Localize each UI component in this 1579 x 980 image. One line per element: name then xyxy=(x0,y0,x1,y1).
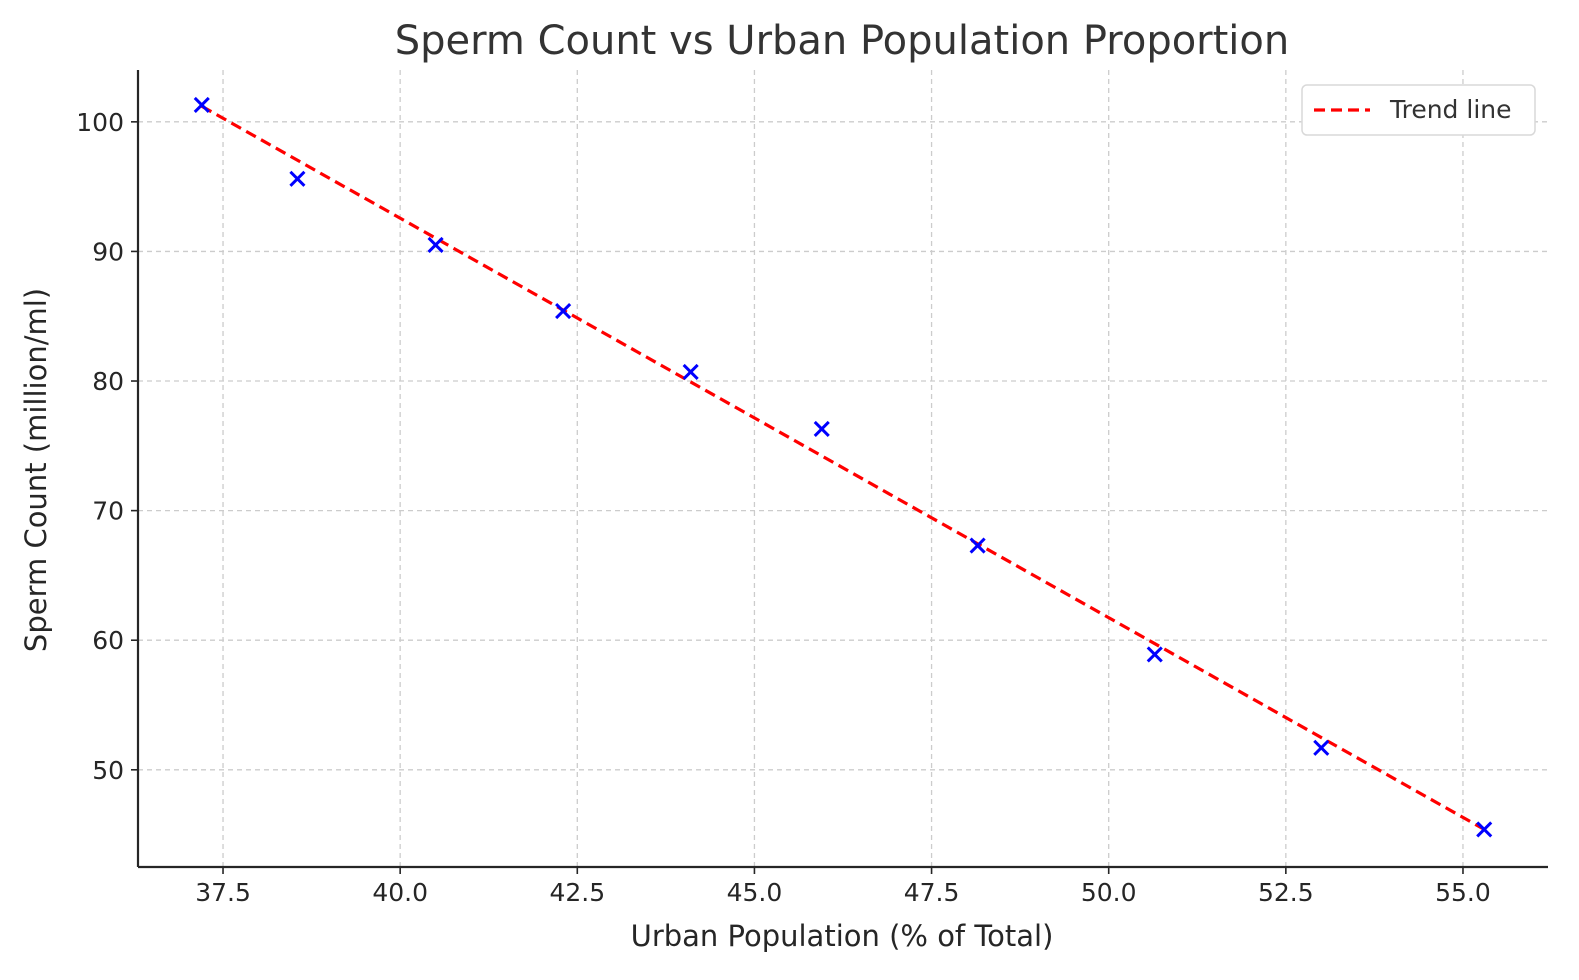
x-tick-label: 45.0 xyxy=(727,878,783,907)
chart-title: Sperm Count vs Urban Population Proporti… xyxy=(395,18,1290,64)
x-tick-label: 47.5 xyxy=(904,878,960,907)
data-point-marker xyxy=(682,363,699,381)
x-tick-label: 55.0 xyxy=(1435,878,1491,907)
data-point-stroke xyxy=(193,96,210,114)
y-tick-label: 50 xyxy=(92,756,124,785)
x-tick-label: 50.0 xyxy=(1081,878,1137,907)
data-point-marker xyxy=(1476,821,1493,838)
data-point-marker xyxy=(1313,739,1330,756)
data-point-stroke xyxy=(1476,821,1493,838)
x-axis-ticks: 37.5 40.0 42.5 45.0 47.5 50.0 52.5 55.0 xyxy=(195,867,1491,907)
data-point-stroke xyxy=(1146,646,1163,663)
data-point-stroke xyxy=(427,236,444,254)
data-point-marker xyxy=(969,537,986,554)
legend: Trend line xyxy=(1301,84,1536,136)
y-axis-label: Sperm Count (million/ml) xyxy=(19,288,53,652)
x-tick-label: 40.0 xyxy=(372,878,428,907)
legend-box xyxy=(1301,84,1536,136)
x-axis-label: Urban Population (% of Total) xyxy=(631,919,1054,953)
trend-line-series xyxy=(200,104,1486,831)
x-tick-label: 52.5 xyxy=(1258,878,1314,907)
y-tick-label: 70 xyxy=(92,497,124,526)
x-tick-label: 42.5 xyxy=(549,878,605,907)
grid-lines xyxy=(138,70,1548,867)
data-point-stroke xyxy=(555,302,572,320)
y-tick-label: 60 xyxy=(92,626,124,655)
data-point-marker xyxy=(555,302,572,320)
y-axis-ticks: 50 60 70 80 90 100 xyxy=(76,108,138,785)
y-tick-label: 100 xyxy=(76,108,124,137)
data-point-marker xyxy=(813,420,830,438)
data-point-marker xyxy=(427,236,444,254)
data-point-stroke xyxy=(289,170,306,187)
data-point-marker xyxy=(1146,646,1163,663)
axes xyxy=(136,70,1548,869)
data-points xyxy=(193,96,1493,838)
legend-label-trend-line: Trend line xyxy=(1389,95,1511,124)
data-point-stroke xyxy=(682,363,699,381)
data-point-marker xyxy=(289,170,306,187)
x-tick-label: 37.5 xyxy=(195,878,251,907)
trend-line xyxy=(200,104,1486,831)
data-point-marker xyxy=(193,96,210,114)
data-point-stroke xyxy=(1313,739,1330,756)
y-tick-label: 90 xyxy=(92,237,124,266)
data-point-stroke xyxy=(813,420,830,438)
data-point-stroke xyxy=(969,537,986,554)
y-tick-label: 80 xyxy=(92,367,124,396)
